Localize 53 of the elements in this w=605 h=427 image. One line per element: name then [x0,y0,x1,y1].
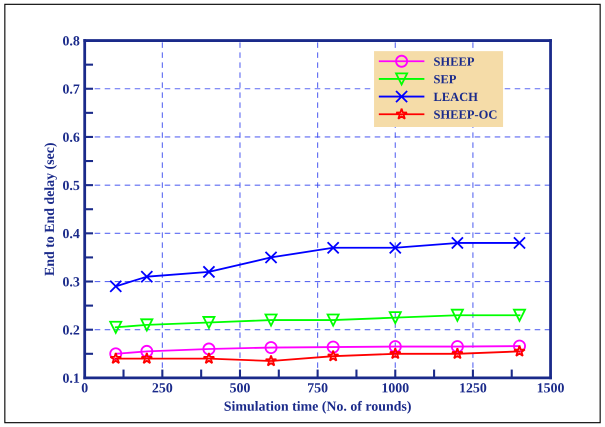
x-tick-label: 0 [82,383,88,393]
legend-label: SEP [434,75,456,84]
y-tick-label: 0.1 [63,373,80,383]
point [202,342,216,356]
point [140,352,154,364]
point [326,340,340,354]
point [264,314,278,327]
point [388,340,402,354]
point [388,241,402,254]
point [450,236,464,250]
point [109,320,122,334]
point [264,250,278,264]
point [450,308,464,322]
point [326,314,340,327]
y-tick-label: 0.8 [63,36,80,46]
point [202,265,216,278]
point [513,308,526,322]
point [513,340,526,353]
legend-label: LEACH [434,92,478,102]
y-tick-label: 0.5 [63,180,80,190]
point [326,241,340,254]
point [140,270,154,284]
y-tick-label: 0.2 [63,325,80,335]
y-tick-label: 0.4 [63,228,80,238]
point [110,352,122,364]
point [326,350,340,362]
x-tick-label: 750 [308,383,328,393]
point [109,347,122,360]
y-tick-label: 0.3 [63,277,80,287]
point [140,318,154,332]
x-tick-label: 500 [230,383,250,393]
point [264,354,278,366]
point [450,340,464,354]
y-tick-label: 0.6 [63,132,80,142]
point [264,341,278,354]
point [109,280,122,293]
legend-label: SHEEP-OC [434,110,496,119]
x-tick-label: 1250 [460,383,486,393]
legend-label: SHEEP [434,57,474,66]
point [513,236,526,250]
point [140,344,154,358]
point [389,347,402,360]
x-tick-label: 250 [152,383,172,393]
point [513,344,526,357]
point [451,347,464,360]
x-axis-title: Simulation time (No. of rounds) [224,400,411,414]
x-tick-label: 1500 [538,383,564,393]
point [202,352,216,364]
point [388,311,402,324]
y-tick-label: 0.7 [63,84,80,94]
y-axis-title: End to End delay (sec) [44,143,57,276]
x-tick-label: 1000 [382,383,409,393]
point [202,316,216,329]
